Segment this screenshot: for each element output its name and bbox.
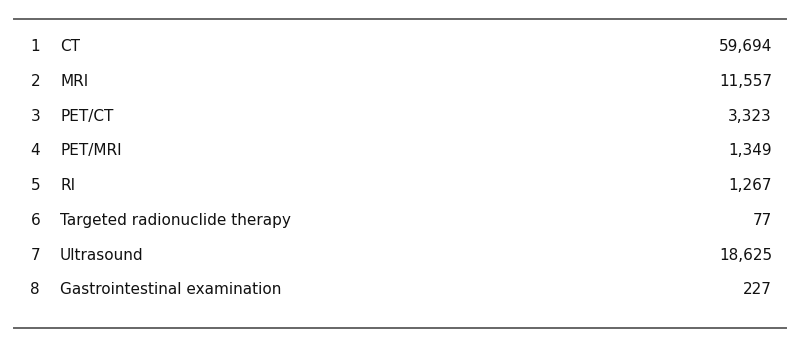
Text: Gastrointestinal examination: Gastrointestinal examination (60, 282, 282, 297)
Text: 11,557: 11,557 (719, 74, 772, 89)
Text: PET/CT: PET/CT (60, 109, 114, 124)
Text: 8: 8 (30, 282, 40, 297)
Text: 2: 2 (30, 74, 40, 89)
Text: 18,625: 18,625 (719, 247, 772, 263)
Text: Ultrasound: Ultrasound (60, 247, 144, 263)
Text: 3,323: 3,323 (728, 109, 772, 124)
Text: 1: 1 (30, 39, 40, 54)
Text: 7: 7 (30, 247, 40, 263)
Text: RI: RI (60, 178, 75, 193)
Text: 227: 227 (743, 282, 772, 297)
Text: MRI: MRI (60, 74, 88, 89)
Text: 4: 4 (30, 143, 40, 159)
Text: 3: 3 (30, 109, 40, 124)
Text: 1,349: 1,349 (728, 143, 772, 159)
Text: Targeted radionuclide therapy: Targeted radionuclide therapy (60, 213, 291, 228)
Text: 59,694: 59,694 (718, 39, 772, 54)
Text: PET/MRI: PET/MRI (60, 143, 122, 159)
Text: 5: 5 (30, 178, 40, 193)
Text: 1,267: 1,267 (729, 178, 772, 193)
Text: CT: CT (60, 39, 80, 54)
Text: 77: 77 (753, 213, 772, 228)
Text: 6: 6 (30, 213, 40, 228)
